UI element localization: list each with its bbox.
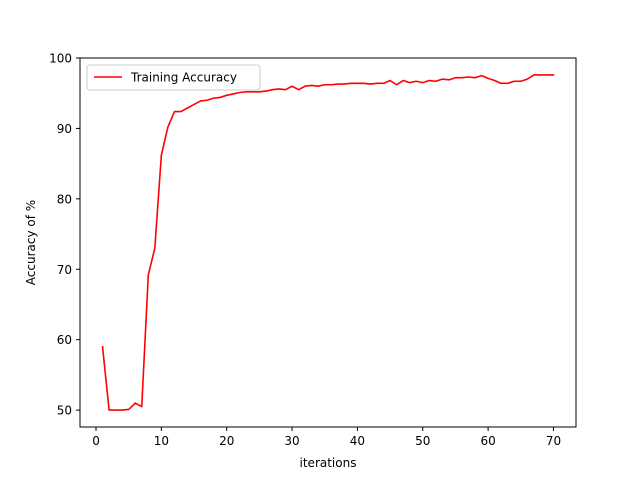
- legend: Training Accuracy: [86, 64, 261, 91]
- y-axis-label: Accuracy of %: [24, 200, 38, 285]
- x-tick-label: 30: [284, 434, 299, 448]
- y-tick-label: 100: [49, 52, 72, 66]
- x-tick-label: 40: [350, 434, 365, 448]
- x-axis: 0 10 20 30 40 50 60 70: [92, 427, 561, 448]
- plot-frame: [79, 57, 577, 428]
- x-tick-label: 70: [546, 434, 561, 448]
- series-line-0: [101, 74, 555, 411]
- y-tick-label: 90: [57, 122, 72, 136]
- y-axis: 50 60 70 80 90 100: [49, 52, 80, 418]
- x-tick-label: 50: [415, 434, 430, 448]
- x-tick-label: 20: [219, 434, 234, 448]
- y-tick-label: 70: [57, 263, 72, 277]
- y-tick-label: 60: [57, 333, 72, 347]
- x-tick-label: 60: [480, 434, 495, 448]
- y-tick-label: 50: [57, 404, 72, 418]
- x-axis-label: iterations: [300, 456, 357, 470]
- x-tick-label: 10: [154, 434, 169, 448]
- y-tick-label: 80: [57, 192, 72, 206]
- legend-box: [86, 64, 261, 91]
- series-layer: [101, 74, 555, 411]
- legend-label: Training Accuracy: [130, 71, 237, 85]
- x-tick-label: 0: [92, 434, 100, 448]
- plot-area: [80, 58, 576, 427]
